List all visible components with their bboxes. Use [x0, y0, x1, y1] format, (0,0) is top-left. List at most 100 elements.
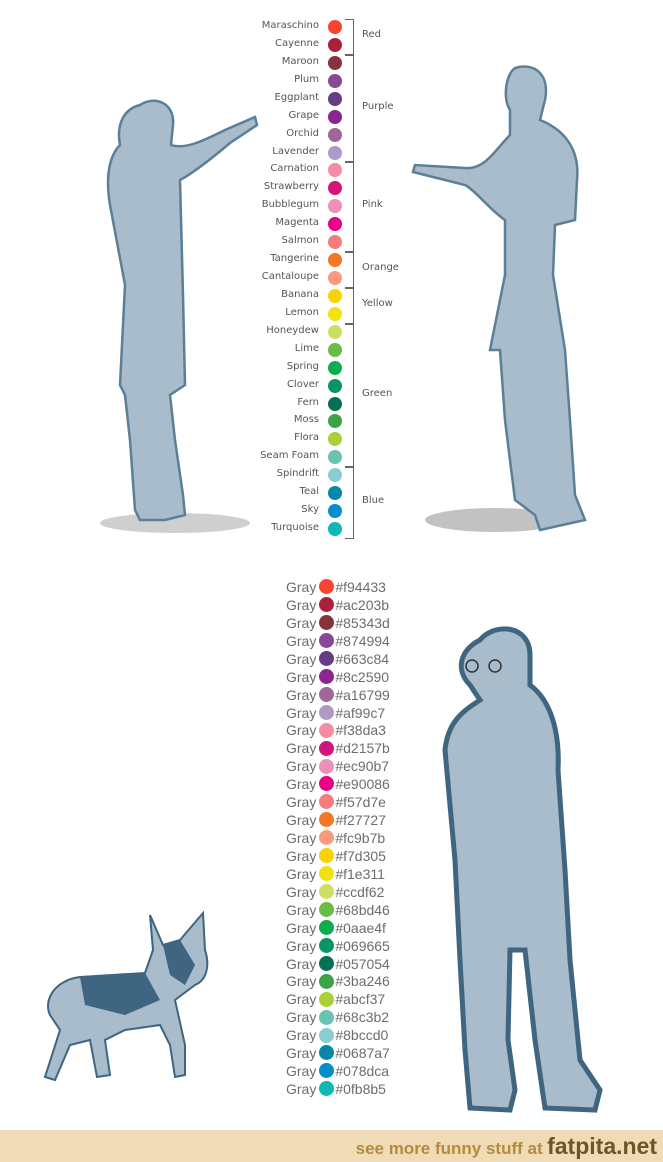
color-swatch — [328, 199, 342, 214]
color-swatch — [328, 235, 342, 250]
footer-site[interactable]: fatpita.net — [547, 1133, 657, 1159]
color-swatch — [319, 955, 335, 971]
gray-label: Gray — [286, 955, 317, 972]
gray-label: Gray — [286, 704, 317, 721]
color-swatch — [328, 181, 342, 196]
hex-code: #069665 — [335, 937, 390, 954]
gray-label: Gray — [286, 1009, 317, 1026]
hex-row: Gray #a16799 — [286, 686, 390, 704]
color-row: Lime — [200, 341, 350, 359]
color-name: Maraschino — [261, 20, 319, 31]
gray-label: Gray — [286, 650, 317, 667]
color-swatch — [328, 396, 342, 411]
hex-code: #f1e311 — [335, 865, 385, 882]
hex-row: Gray #85343d — [286, 614, 390, 632]
color-row: Sky — [200, 502, 350, 520]
color-swatch — [328, 163, 342, 178]
color-swatch — [328, 73, 342, 88]
color-name: Clover — [286, 378, 319, 390]
color-swatch — [319, 830, 335, 846]
hex-code: #af99c7 — [335, 704, 386, 721]
color-swatch — [319, 704, 335, 720]
color-name: Honeydew — [266, 324, 319, 336]
gray-label: Gray — [286, 919, 317, 936]
color-row: Spring — [200, 359, 350, 377]
hex-row: Gray #0aae4f — [286, 919, 386, 937]
color-name: Spindrift — [276, 468, 319, 480]
gray-label: Gray — [286, 901, 317, 918]
color-row: Seam Foam — [200, 448, 350, 466]
gray-label: Gray — [286, 973, 317, 990]
color-row: Lemon — [200, 305, 350, 323]
hex-code: #f38da3 — [335, 722, 386, 739]
hex-row: Gray #f94433 — [286, 578, 386, 596]
color-swatch — [328, 378, 342, 393]
color-row: Magenta — [200, 215, 350, 233]
gray-label: Gray — [286, 775, 317, 792]
hex-code: #abcf37 — [335, 991, 386, 1008]
hex-row: Gray #057054 — [286, 955, 390, 973]
color-swatch — [319, 740, 335, 756]
hex-row: Gray #ac203b — [286, 596, 389, 614]
hex-row: Gray #68c3b2 — [286, 1008, 389, 1026]
color-row: Salmon — [200, 233, 350, 251]
group-label: Purple — [362, 100, 394, 112]
hex-code: #3ba246 — [335, 973, 390, 990]
color-swatch — [319, 937, 335, 953]
color-row: Clover — [200, 377, 350, 395]
color-name: Cantaloupe — [261, 271, 319, 283]
gray-label: Gray — [286, 722, 317, 739]
gray-label: Gray — [286, 758, 317, 775]
group-bracket — [345, 467, 354, 539]
hex-code: #ccdf62 — [335, 883, 385, 900]
color-swatch — [328, 91, 342, 106]
color-swatch — [328, 324, 342, 339]
color-name: Turquoise — [271, 522, 319, 534]
color-row: Banana — [200, 287, 350, 305]
hex-code: #0fb8b5 — [335, 1080, 386, 1097]
hex-code: #078dca — [335, 1062, 390, 1079]
footer-link[interactable]: see more funny stuff at fatpita.net — [356, 1133, 657, 1160]
color-name: Lemon — [285, 306, 319, 318]
color-swatch — [328, 127, 342, 142]
hex-row: Gray #0fb8b5 — [286, 1080, 386, 1098]
hex-code: #d2157b — [335, 740, 390, 757]
color-row: Plum — [200, 72, 350, 90]
color-swatch — [328, 342, 342, 357]
hex-row: Gray #f38da3 — [286, 721, 386, 739]
hex-row: Gray #ccdf62 — [286, 883, 384, 901]
color-row: Eggplant — [200, 90, 350, 108]
hex-row: Gray #f57d7e — [286, 793, 386, 811]
hex-row: Gray #d2157b — [286, 739, 390, 757]
hex-code: #a16799 — [335, 686, 390, 703]
woman-figure — [100, 99, 259, 533]
hex-code: #85343d — [335, 614, 390, 631]
gray-label: Gray — [286, 829, 317, 846]
gray-label: Gray — [286, 811, 317, 828]
group-bracket — [345, 54, 354, 163]
gray-label: Gray — [286, 991, 317, 1008]
group-label: Pink — [362, 199, 383, 211]
color-swatch — [319, 776, 335, 792]
color-row: Grape — [200, 108, 350, 126]
color-swatch — [328, 486, 342, 501]
color-swatch — [319, 668, 335, 684]
group-label: Orange — [362, 262, 399, 274]
color-name: Eggplant — [274, 91, 319, 103]
group-bracket — [345, 287, 354, 324]
color-swatch — [319, 884, 335, 900]
hex-row: Gray #078dca — [286, 1062, 389, 1080]
dog-figure — [43, 910, 209, 1082]
color-name: Strawberry — [263, 181, 319, 193]
color-row: Honeydew — [200, 323, 350, 341]
footer-banner: see more funny stuff at fatpita.net — [0, 1130, 663, 1162]
color-name: Banana — [281, 288, 319, 300]
color-name: Cayenne — [274, 37, 319, 49]
hex-code: #0687a7 — [335, 1044, 390, 1061]
gray-label: Gray — [286, 793, 317, 810]
color-swatch — [328, 504, 342, 519]
hex-row: Gray #663c84 — [286, 650, 389, 668]
gray-label: Gray — [286, 883, 317, 900]
color-name: Salmon — [281, 235, 319, 247]
hex-code: #8bccd0 — [335, 1027, 389, 1044]
